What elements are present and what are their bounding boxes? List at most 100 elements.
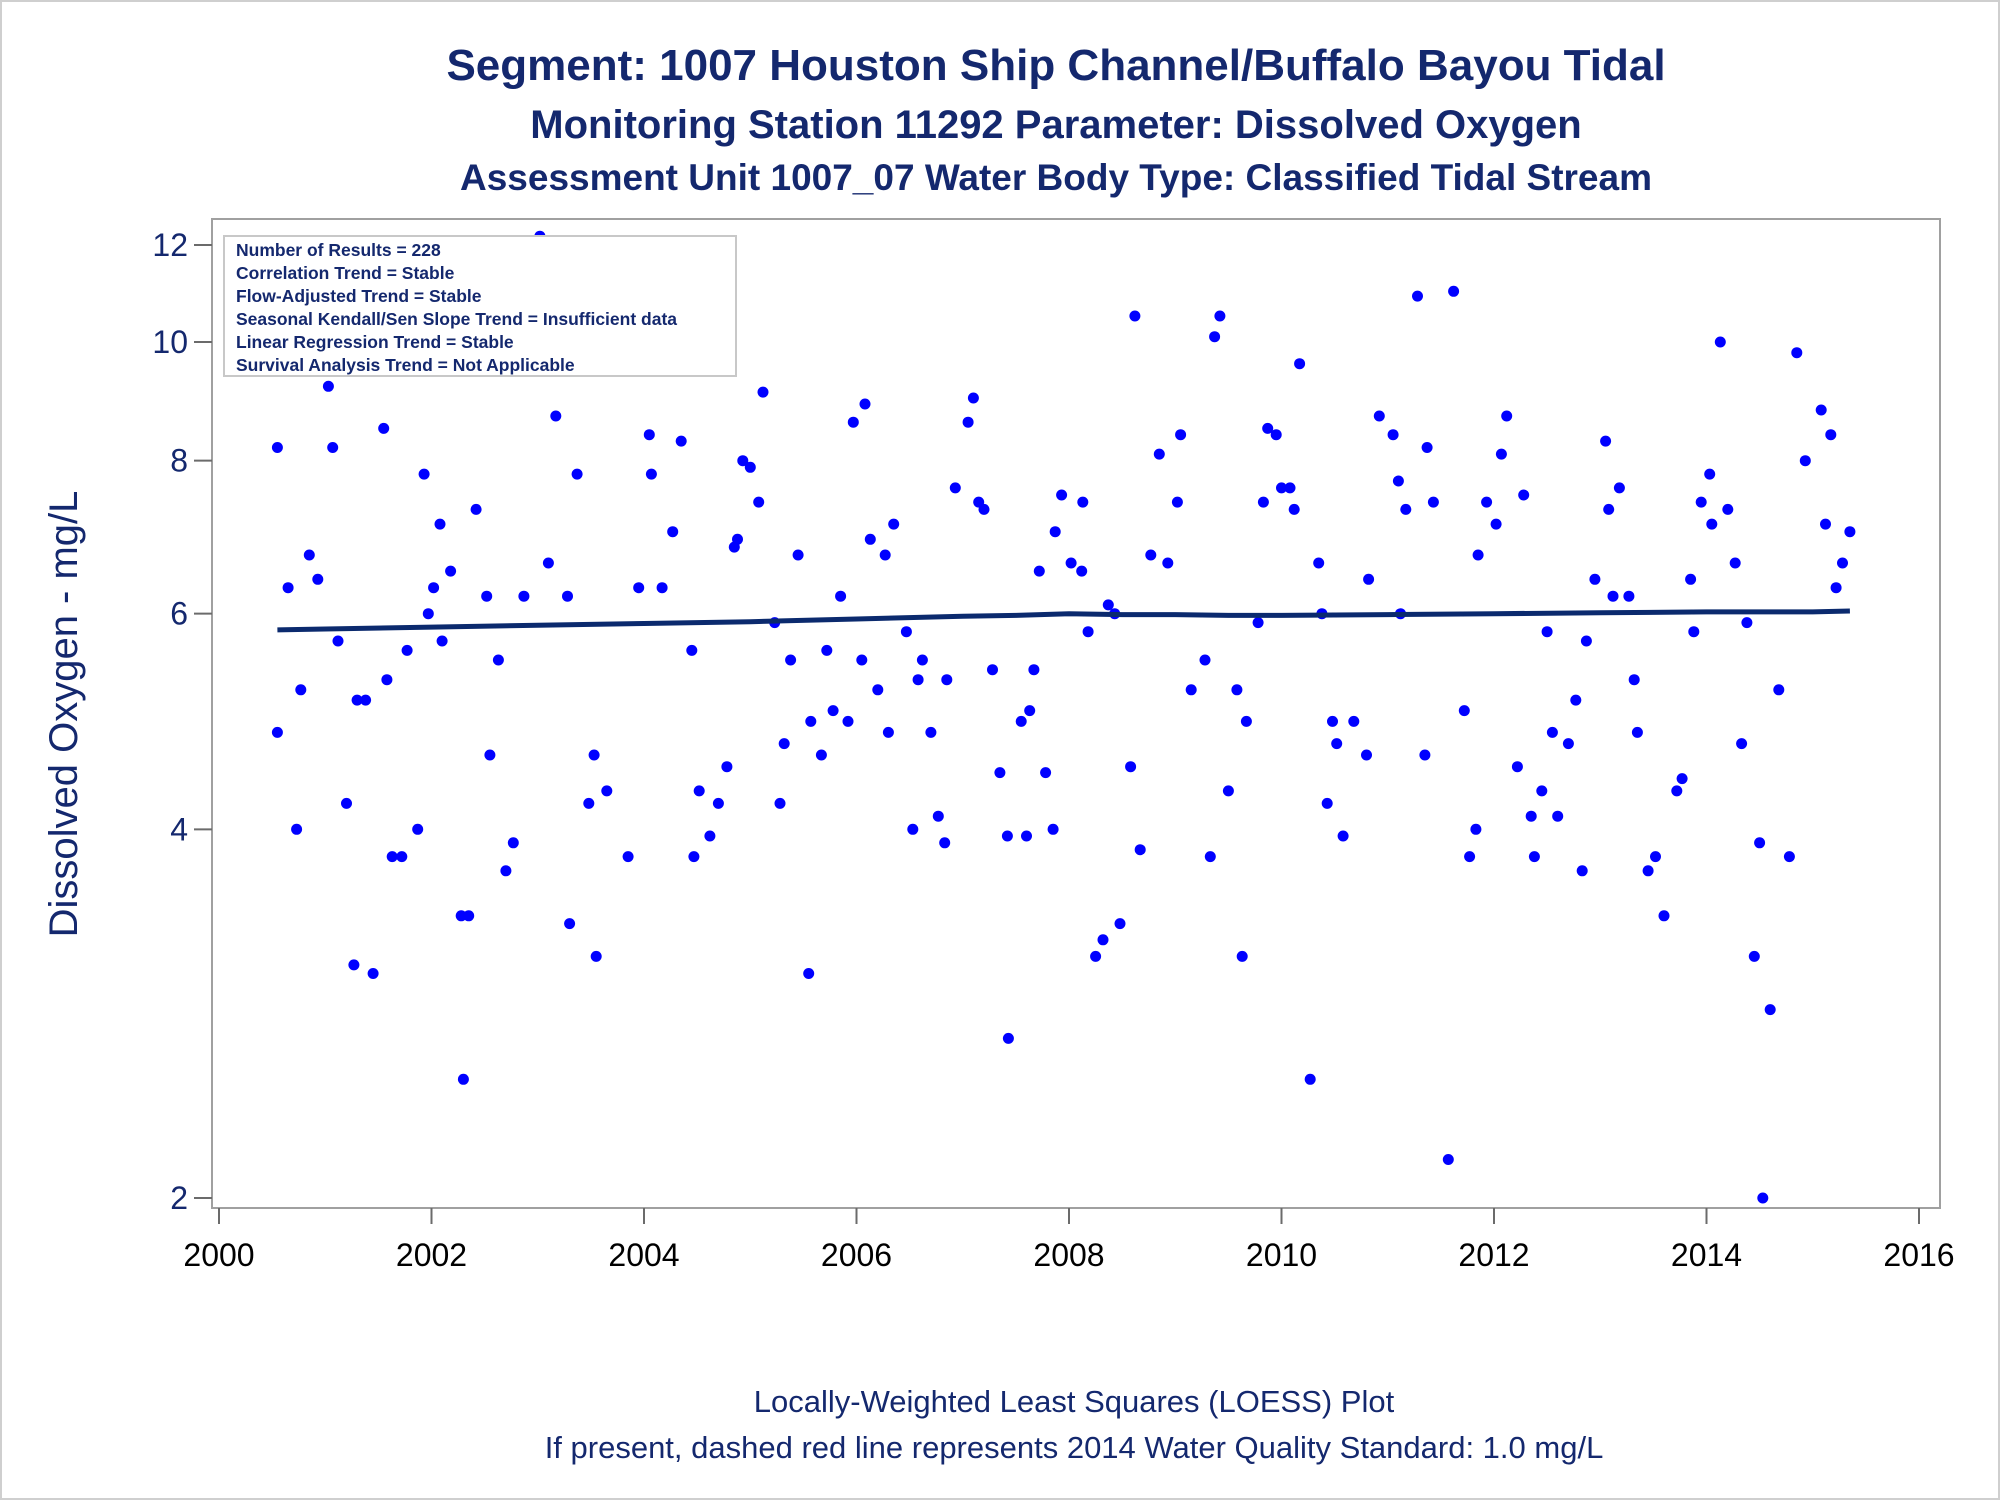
data-point [792, 549, 804, 561]
data-point [1427, 496, 1439, 508]
data-point [1262, 422, 1274, 434]
data-point [757, 386, 769, 398]
x-tick-label: 2016 [1883, 1237, 1954, 1273]
data-point [1040, 767, 1052, 779]
data-point [656, 582, 668, 594]
data-point [1470, 823, 1482, 835]
data-point [1783, 851, 1795, 863]
data-point [1729, 557, 1741, 569]
data-point [732, 533, 743, 545]
data-point [1252, 617, 1264, 629]
data-point [704, 830, 716, 842]
data-point [1754, 837, 1766, 849]
data-point [737, 455, 749, 467]
data-point [386, 851, 398, 863]
x-tick-label: 2014 [1671, 1237, 1742, 1273]
data-point [1387, 429, 1399, 441]
data-point [1257, 496, 1269, 508]
data-point [396, 851, 408, 863]
data-point [1757, 1192, 1769, 1204]
data-point [925, 726, 937, 738]
data-point [341, 797, 352, 809]
data-point [378, 422, 390, 434]
data-point [907, 823, 919, 835]
data-point [1024, 705, 1036, 717]
data-point [571, 468, 583, 480]
data-point [418, 468, 430, 480]
footnote-loess: Locally-Weighted Least Squares (LOESS) P… [754, 1384, 1395, 1419]
y-tick-label: 6 [170, 596, 188, 632]
chart-title: Segment: 1007 Houston Ship Channel/Buffa… [446, 41, 1665, 90]
data-point [500, 865, 512, 877]
data-point [562, 590, 573, 602]
y-tick-label: 2 [170, 1180, 188, 1216]
data-point [1773, 684, 1785, 696]
data-point [785, 654, 797, 666]
stats-line: Seasonal Kendall/Sen Slope Trend = Insuf… [236, 309, 677, 329]
data-point [1331, 738, 1343, 750]
x-tick-label: 2004 [608, 1237, 679, 1273]
stats-line: Linear Regression Trend = Stable [236, 332, 514, 352]
data-point [1056, 489, 1068, 501]
data-point [1363, 573, 1375, 585]
data-point [1458, 705, 1470, 717]
data-point [1442, 1154, 1454, 1165]
data-point [1097, 934, 1109, 946]
stats-lines: Number of Results = 228 Correlation Trend… [236, 240, 677, 375]
data-point [774, 797, 786, 809]
data-point [1327, 715, 1338, 727]
data-point [622, 851, 634, 863]
data-point [633, 582, 645, 594]
data-point [1337, 830, 1349, 842]
data-point [1688, 626, 1700, 638]
data-point [436, 635, 448, 647]
data-point [1421, 442, 1433, 453]
y-axis-label: Dissolved Oxygen - mg/L [42, 491, 86, 938]
data-point [1348, 715, 1360, 727]
data-point [1214, 310, 1226, 322]
data-point [322, 380, 334, 392]
data-point [859, 398, 871, 410]
data-point [912, 674, 924, 686]
data-point [686, 644, 698, 656]
x-axis: 2000 2002 2004 2006 2008 2010 2012 2014 2016 [183, 1208, 1955, 1273]
data-point [1631, 726, 1643, 738]
data-point [1837, 557, 1848, 569]
data-point [1162, 557, 1174, 569]
data-point [1065, 557, 1077, 569]
data-point [1722, 503, 1734, 515]
data-point [312, 573, 324, 585]
loess-line [277, 608, 1850, 633]
plot-area [211, 218, 1941, 1209]
data-point [1049, 526, 1061, 538]
data-point [882, 726, 894, 738]
data-point [1082, 626, 1094, 638]
data-point [1825, 429, 1837, 441]
data-point [1373, 410, 1385, 422]
data-point [888, 518, 900, 530]
data-point [1361, 749, 1372, 761]
data-point [805, 715, 817, 727]
data-point [1448, 285, 1460, 297]
data-point [994, 767, 1006, 779]
data-point [721, 761, 733, 773]
data-point [1015, 715, 1027, 727]
data-point [688, 851, 700, 863]
data-point [1613, 482, 1625, 494]
data-point [1518, 489, 1530, 501]
data-point [1658, 910, 1670, 922]
data-point [583, 797, 595, 809]
data-point [1671, 785, 1683, 797]
data-point [675, 435, 687, 447]
x-tick-label: 2006 [821, 1237, 892, 1273]
data-point [1642, 865, 1654, 877]
y-tick-label: 8 [170, 443, 188, 479]
data-point [978, 503, 990, 515]
data-point [1676, 773, 1688, 785]
data-point [1002, 1032, 1014, 1044]
data-point [1134, 844, 1146, 856]
data-point [564, 918, 576, 930]
data-point [1764, 1004, 1776, 1016]
data-point [542, 557, 554, 569]
